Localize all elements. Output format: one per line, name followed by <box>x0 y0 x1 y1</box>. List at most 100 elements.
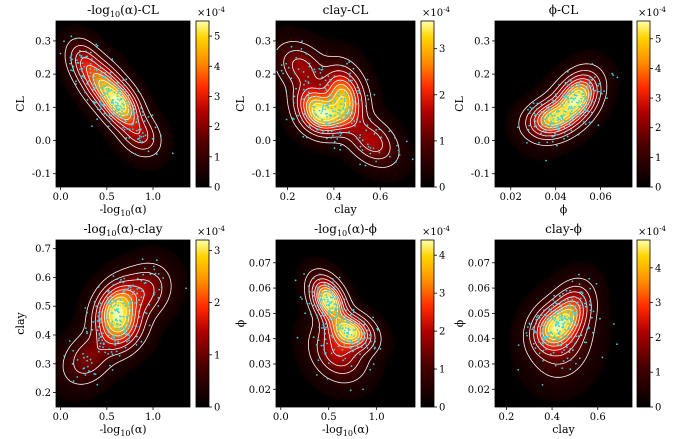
scatter-point <box>560 337 562 340</box>
scatter-point <box>333 329 335 331</box>
scatter-point <box>63 355 66 357</box>
scatter-point <box>340 97 343 100</box>
scatter-point <box>337 117 340 120</box>
x-tick-label: 0.0 <box>273 412 289 423</box>
scatter-point <box>546 129 548 131</box>
scatter-point <box>564 337 567 340</box>
scatter-point <box>612 74 615 76</box>
scatter-point <box>132 123 135 125</box>
scatter-point <box>337 305 339 307</box>
scatter-point <box>115 308 118 310</box>
scatter-point <box>86 355 89 358</box>
scatter-point <box>92 77 94 80</box>
scatter-point <box>120 113 122 116</box>
scatter-point <box>540 332 543 335</box>
scatter-point <box>349 347 352 350</box>
colorbar-tick-label: 0 <box>439 183 445 194</box>
scatter-point <box>120 334 122 337</box>
scatter-point <box>566 357 569 360</box>
scatter-point <box>590 85 593 88</box>
scatter-point <box>328 309 331 312</box>
scatter-point <box>122 117 125 120</box>
scatter-point <box>587 84 589 86</box>
scatter-point <box>569 289 571 292</box>
scatter-point <box>362 388 364 391</box>
scatter-point <box>106 340 108 343</box>
scatter-point <box>312 295 315 297</box>
scatter-point <box>76 359 79 361</box>
scatter-point <box>360 328 363 331</box>
colorbar-tick-label: 0 <box>655 183 661 194</box>
y-tick-label: 0.03 <box>468 359 490 370</box>
scatter-point <box>322 87 325 89</box>
scatter-point <box>119 315 121 318</box>
scatter-point <box>571 280 574 283</box>
scatter-point <box>76 376 79 378</box>
scatter-point <box>112 99 115 101</box>
scatter-point <box>151 114 154 117</box>
scatter-point <box>122 302 124 304</box>
scatter-point <box>575 296 578 299</box>
colorbar-tick-label: 1 <box>655 368 661 379</box>
x-tick-label: 0.06 <box>589 192 611 203</box>
scatter-point <box>568 79 571 82</box>
scatter-point <box>534 122 536 125</box>
scatter-point <box>555 321 558 324</box>
scatter-point <box>583 74 586 76</box>
scatter-point <box>589 104 592 106</box>
scatter-point <box>556 127 558 130</box>
scatter-point <box>367 143 369 146</box>
y-tick-label: 0.5 <box>35 302 51 313</box>
scatter-point <box>573 321 575 324</box>
y-tick-label: 0.04 <box>249 334 271 345</box>
scatter-point <box>134 315 137 317</box>
scatter-point <box>127 285 130 288</box>
scatter-point <box>317 298 319 300</box>
scatter-point <box>337 108 340 111</box>
scatter-point <box>553 294 556 297</box>
scatter-point <box>117 105 120 107</box>
scatter-point <box>82 367 85 370</box>
scatter-point <box>99 96 102 98</box>
scatter-point <box>329 102 332 105</box>
scatter-point <box>312 277 315 280</box>
scatter-point <box>116 81 118 84</box>
scatter-point <box>316 129 318 131</box>
scatter-point <box>370 340 372 343</box>
scatter-point <box>560 341 563 344</box>
scatter-point <box>560 300 563 303</box>
scatter-point <box>589 309 592 312</box>
scatter-point <box>567 108 570 110</box>
scatter-point <box>331 311 333 314</box>
scatter-point <box>569 107 572 110</box>
scatter-point <box>559 344 561 347</box>
scatter-point <box>348 107 351 110</box>
scatter-point <box>107 353 109 355</box>
scatter-point <box>107 289 110 292</box>
scatter-point <box>115 299 117 302</box>
y-tick-label: 0.3 <box>255 36 271 47</box>
y-axis-label: clay <box>14 311 27 334</box>
scatter-point <box>148 324 151 327</box>
scatter-point <box>80 75 82 78</box>
scatter-point <box>568 328 570 331</box>
scatter-point <box>579 80 582 82</box>
scatter-point <box>84 91 87 94</box>
scatter-point <box>75 55 78 58</box>
scatter-point <box>330 95 333 97</box>
scatter-point <box>556 133 559 136</box>
scatter-point <box>564 110 567 113</box>
scatter-point <box>119 90 121 92</box>
scatter-point <box>127 112 130 115</box>
scatter-point <box>334 285 337 288</box>
colorbar-multiplier: ×10-4 <box>422 6 450 19</box>
scatter-point <box>356 342 359 344</box>
scatter-point <box>564 329 567 331</box>
scatter-point <box>616 76 619 79</box>
scatter-point <box>569 368 572 370</box>
scatter-point <box>359 353 361 356</box>
scatter-point <box>136 288 139 290</box>
scatter-point <box>105 312 107 314</box>
scatter-point <box>351 343 354 346</box>
y-tick-label: 0.0 <box>255 136 271 147</box>
